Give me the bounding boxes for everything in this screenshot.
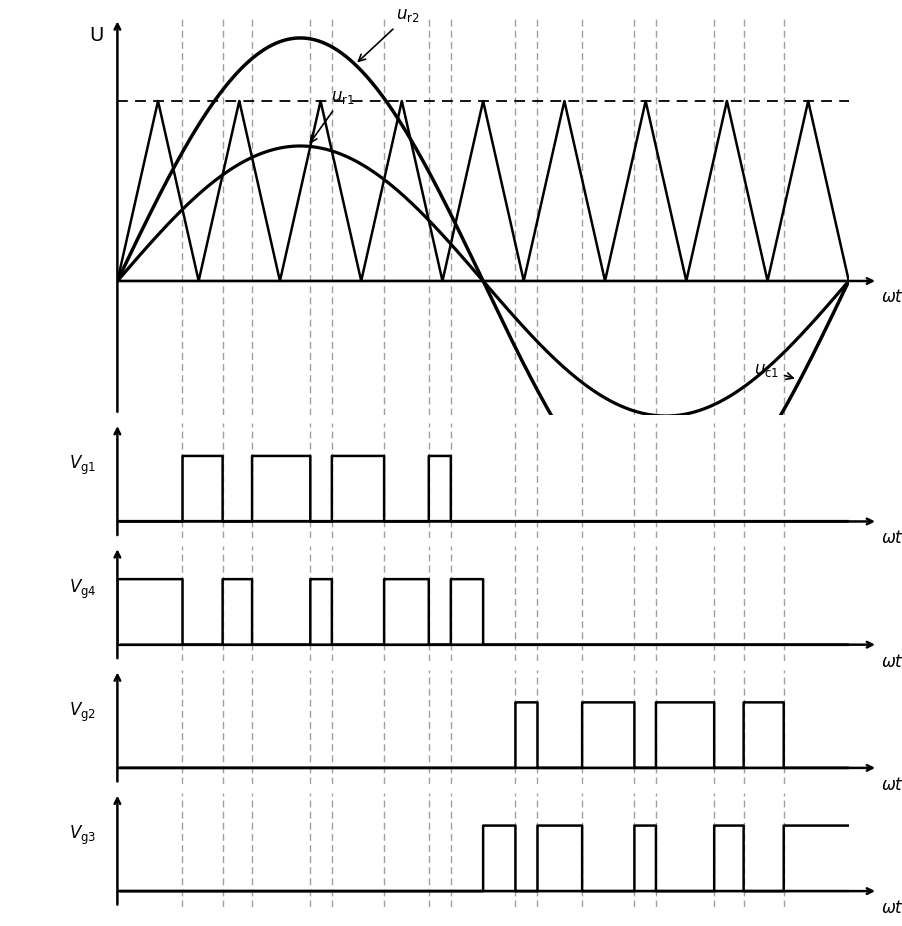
Text: $\omega t$: $\omega t$ <box>880 899 902 917</box>
Text: $V_{\mathrm{g3}}$: $V_{\mathrm{g3}}$ <box>69 824 96 847</box>
Text: $u_{\mathrm{c1}}$: $u_{\mathrm{c1}}$ <box>753 361 792 380</box>
Text: $u_{\mathrm{r2}}$: $u_{\mathrm{r2}}$ <box>358 6 419 61</box>
Text: $\omega t$: $\omega t$ <box>880 653 902 670</box>
Text: $u_{\mathrm{r1}}$: $u_{\mathrm{r1}}$ <box>310 88 354 143</box>
Text: $V_{\mathrm{g4}}$: $V_{\mathrm{g4}}$ <box>69 578 97 601</box>
Text: $V_{\mathrm{g1}}$: $V_{\mathrm{g1}}$ <box>69 454 96 478</box>
Text: $\omega t$: $\omega t$ <box>880 776 902 794</box>
Text: $\omega t$: $\omega t$ <box>880 530 902 547</box>
Text: U: U <box>89 27 104 45</box>
Text: $V_{\mathrm{g2}}$: $V_{\mathrm{g2}}$ <box>69 701 96 724</box>
Text: $\omega t$: $\omega t$ <box>880 288 902 307</box>
